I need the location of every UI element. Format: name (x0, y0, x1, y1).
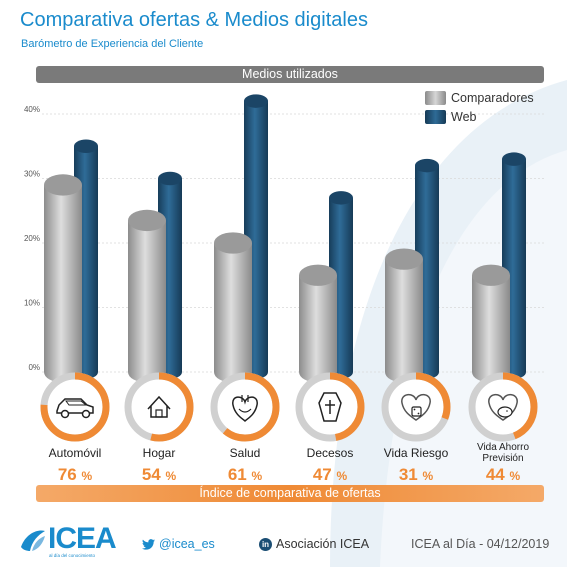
index-ring-progress (381, 372, 451, 442)
logo-text: ICEA (48, 522, 117, 555)
index-ring-inner (219, 381, 271, 433)
bar-comparadores (385, 248, 423, 383)
index-item: Hogar 54 % (124, 372, 194, 484)
bar-comparadores-body (472, 275, 510, 383)
legend-item-comparadores: Comparadores (425, 88, 534, 107)
bar-web-top (74, 139, 98, 153)
footer: ICEA al día del conocimiento @icea_es in… (0, 520, 567, 567)
category-label: Hogar (143, 446, 176, 460)
y-tick-label: 10% (24, 299, 40, 308)
bar-comparadores-top (299, 264, 337, 286)
linkedin-icon: in (259, 537, 272, 551)
index-ring-progress (468, 372, 538, 442)
category-label: Salud (230, 446, 261, 460)
index-header: Índice de comparativa de ofertas (36, 485, 544, 502)
logo-tagline: al día del conocimiento (49, 553, 96, 558)
bar-web-top (415, 158, 439, 173)
index-percent: 47 % (313, 465, 348, 484)
bar-comparadores-top (214, 232, 252, 254)
bar-comparadores (128, 209, 166, 383)
bar-web-top (502, 152, 526, 166)
index-ring-inner (133, 381, 185, 433)
bar-comparadores-top (472, 264, 510, 286)
section-header: Medios utilizados (36, 66, 544, 83)
index-percent: 61 % (228, 465, 263, 484)
bar-comparadores-body (44, 184, 82, 383)
bar-comparadores-top (385, 248, 423, 270)
bar-comparadores-body (128, 220, 166, 383)
bar-comparadores-top (128, 209, 166, 232)
bar-comparadores-body (214, 243, 252, 383)
footer-date: ICEA al Día - 04/12/2019 (411, 537, 550, 551)
legend-item-web: Web (425, 107, 534, 126)
chart-legend: Comparadores Web (425, 88, 534, 126)
index-ring-progress (124, 372, 194, 442)
car-icon (56, 398, 94, 419)
bar-comparadores (299, 264, 337, 383)
page-subtitle: Barómetro de Experiencia del Cliente (21, 38, 204, 50)
twitter-link[interactable]: @icea_es (142, 537, 215, 551)
bar-web-top (158, 171, 182, 186)
y-tick-label: 40% (24, 105, 40, 114)
bar-comparadores (44, 174, 82, 383)
index-ring-inner (49, 381, 101, 433)
index-item: Decesos 47 % (295, 372, 365, 484)
bar-comparadores-top (44, 174, 82, 196)
index-ring-progress (40, 372, 110, 442)
y-tick-label: 30% (24, 170, 40, 179)
bar-comparadores-body (385, 259, 423, 383)
index-ring-progress (295, 372, 365, 442)
bar-comparadores (214, 232, 252, 383)
heart-piggybank-icon (488, 394, 518, 421)
legend-swatch-web (425, 109, 446, 124)
category-label: Vida Ahorro (477, 442, 530, 453)
legend-swatch-comparadores (425, 90, 446, 105)
index-percent: 76 % (58, 465, 93, 484)
legend-label-web: Web (451, 109, 477, 124)
coffin-icon (318, 392, 342, 422)
bar-comparadores-body (299, 275, 337, 383)
house-icon (147, 395, 171, 418)
category-label: Previsión (482, 453, 523, 464)
linkedin-name: Asociación ICEA (276, 537, 370, 551)
twitter-handle: @icea_es (159, 537, 215, 551)
bar-web-top (329, 191, 353, 205)
heart-organ-icon (232, 395, 258, 423)
index-percent: 31 % (399, 465, 434, 484)
index-item: Automóvil 76 % (40, 372, 110, 484)
linkedin-link[interactable]: in Asociación ICEA (259, 537, 369, 551)
page-title: Comparativa ofertas & Medios digitales (20, 9, 368, 31)
index-percent: 44 % (486, 465, 521, 484)
category-label: Decesos (307, 446, 354, 460)
index-percent: 54 % (142, 465, 177, 484)
index-item: Salud 61 % (210, 372, 280, 484)
category-label: Vida Riesgo (384, 446, 449, 460)
legend-label-comparadores: Comparadores (451, 90, 534, 105)
index-item: Vida Riesgo 31 % (381, 372, 451, 484)
icea-logo-icon (21, 530, 45, 551)
index-ring-progress (210, 372, 280, 442)
y-tick-label: 20% (24, 234, 40, 243)
bar-comparadores (472, 264, 510, 383)
twitter-icon (142, 538, 155, 550)
bar-web-top (244, 94, 268, 108)
heart-dice-icon (401, 394, 431, 421)
category-label: Automóvil (49, 446, 102, 460)
y-tick-label: 0% (28, 363, 40, 372)
